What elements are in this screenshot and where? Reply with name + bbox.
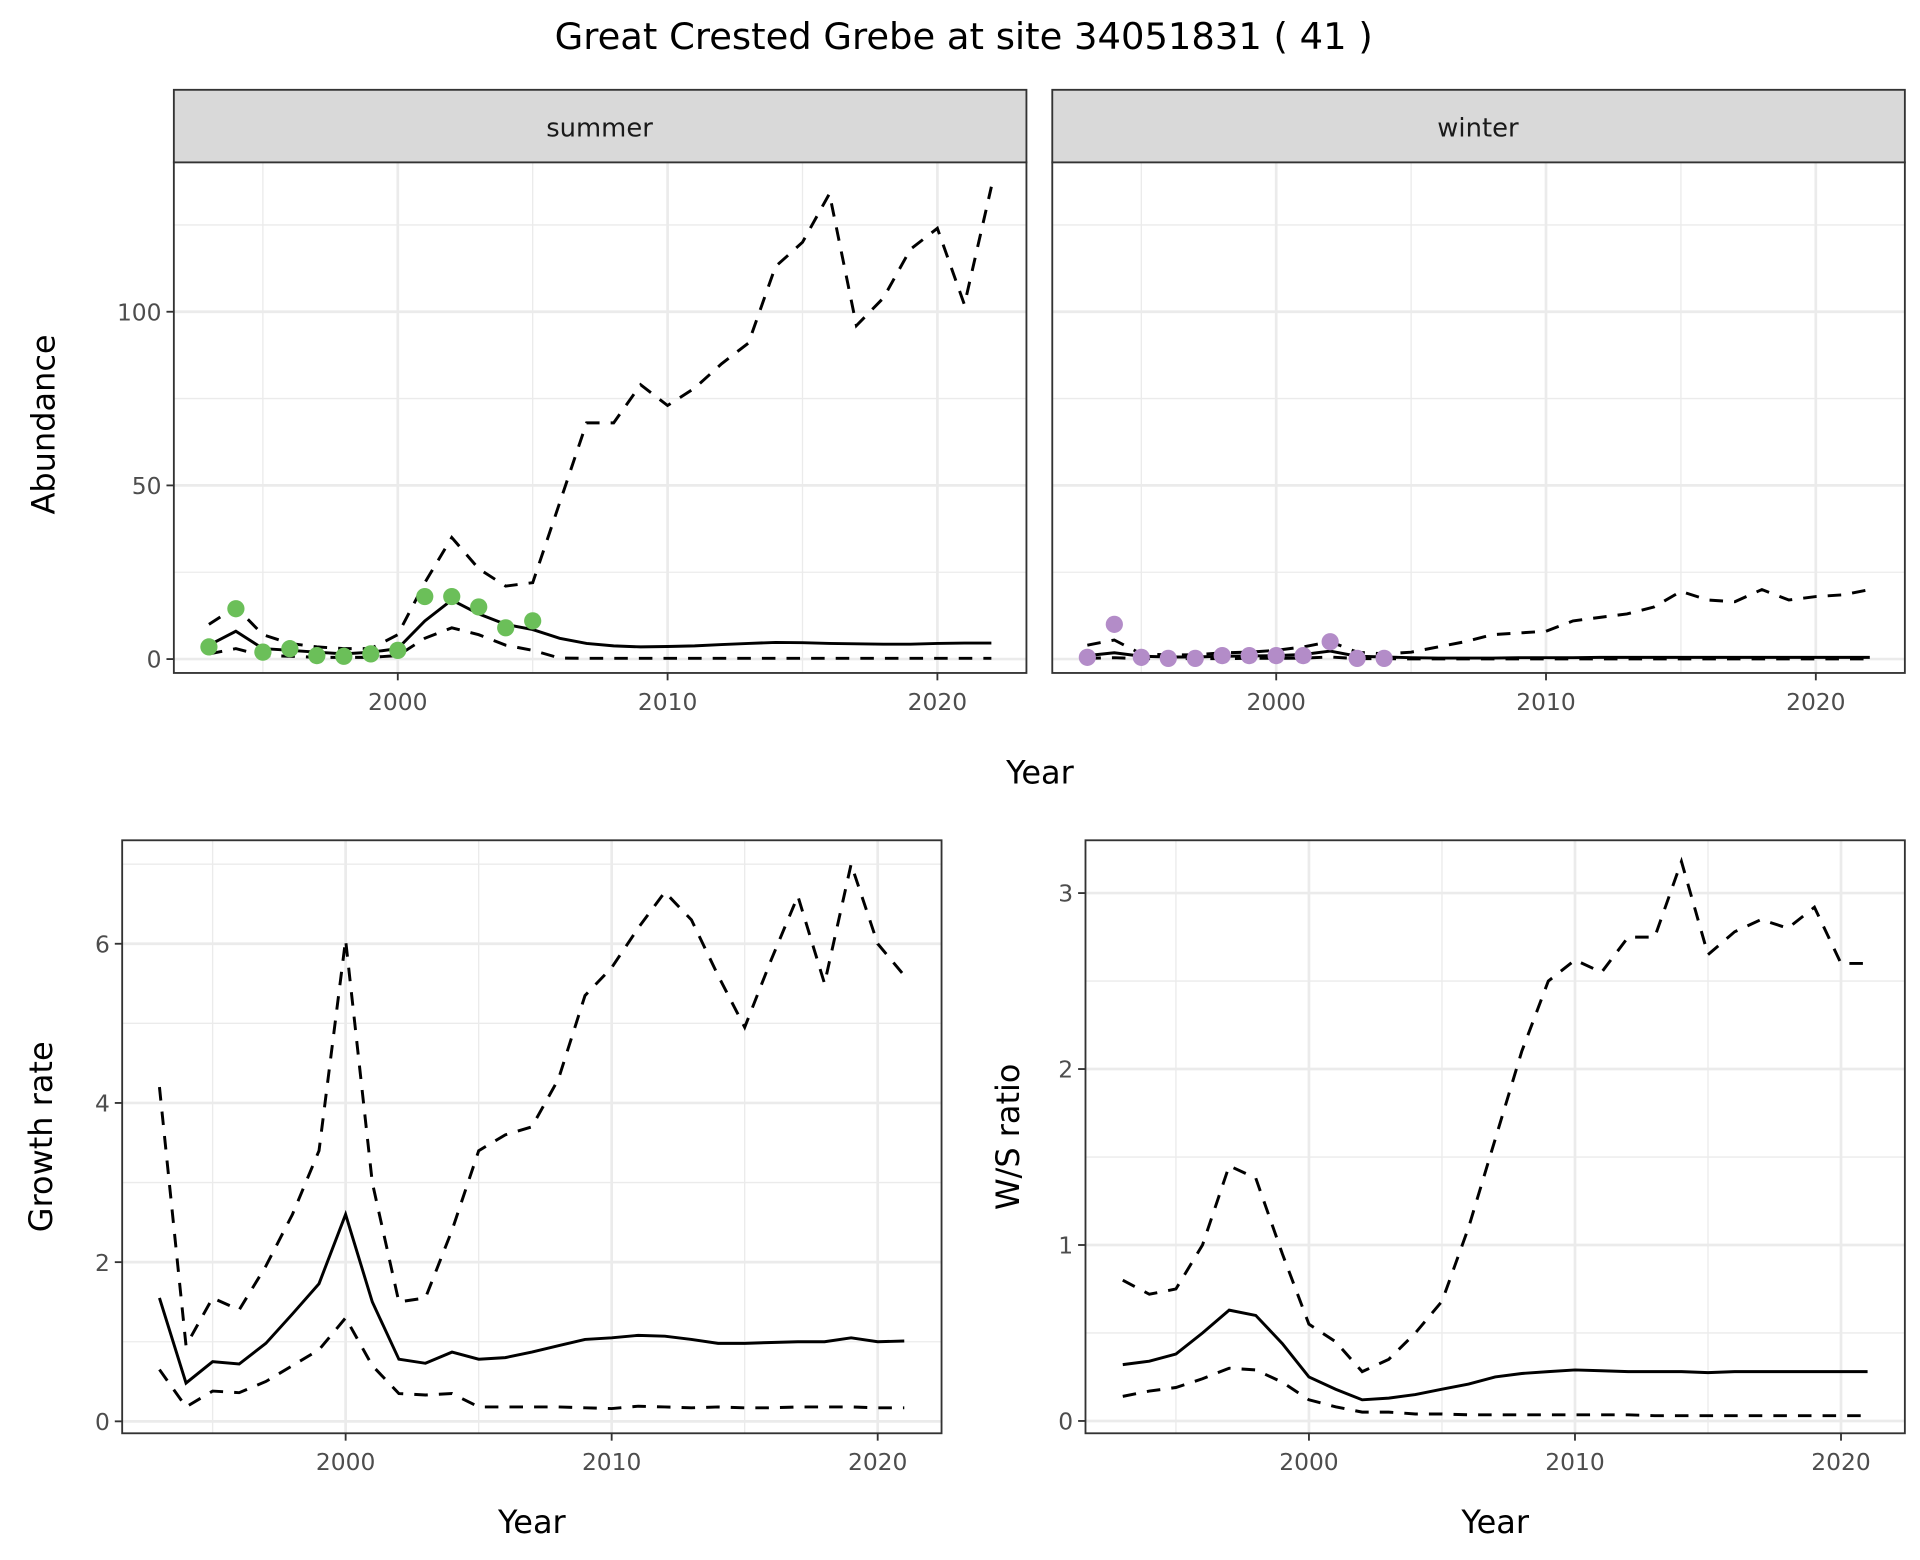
- x-tick-label: 2010: [582, 1448, 641, 1476]
- y-tick-label: 4: [95, 1090, 110, 1118]
- strip-summer: summer: [172, 88, 1028, 164]
- x-tick-label: 2000: [1279, 1448, 1338, 1476]
- series-line-estimate: [158, 1209, 905, 1386]
- x-tick-label: 2020: [1786, 688, 1845, 716]
- x-axis-label-ws: Year: [1460, 1503, 1530, 1541]
- series-line-lower: [158, 1315, 905, 1411]
- series-line-upper: [208, 186, 993, 651]
- y-tick-label: 2: [95, 1249, 110, 1277]
- plot-background: [1052, 162, 1905, 673]
- y-axis-label-abundance: Abundance: [25, 334, 63, 514]
- y-tick-label: 0: [147, 646, 162, 674]
- data-point: [1132, 648, 1150, 666]
- plot-background: [122, 840, 942, 1434]
- x-tick-label: 2010: [1516, 688, 1575, 716]
- series-line-lower: [1122, 1366, 1868, 1418]
- data-point: [1294, 646, 1312, 665]
- data-point: [362, 645, 380, 663]
- data-point: [254, 643, 272, 661]
- y-tick-label: 100: [117, 298, 162, 326]
- data-point: [227, 600, 245, 618]
- data-point: [1240, 646, 1258, 665]
- series-line-estimate: [1122, 1308, 1868, 1402]
- data-point: [308, 646, 326, 665]
- data-point: [443, 587, 461, 606]
- data-point: [281, 640, 299, 658]
- panel-border: [1051, 161, 1906, 674]
- x-tick-label: 2020: [908, 688, 967, 716]
- data-point: [389, 641, 407, 660]
- panel-border: [172, 161, 1028, 674]
- x-axis-label-top: Year: [1005, 754, 1075, 792]
- x-tick-label: 2000: [316, 1448, 375, 1476]
- panel-border: [121, 839, 943, 1435]
- panel-summer: 2000 2010 2020 0 50 100: [117, 161, 1028, 716]
- y-tick-label: 2: [1058, 1056, 1073, 1084]
- data-point: [335, 647, 353, 665]
- panel-ws-ratio: 2000 2010 2020 0 1 2 3: [1058, 839, 1906, 1476]
- x-axis-label-growth: Year: [497, 1503, 567, 1541]
- x-tick-label: 2000: [368, 688, 427, 716]
- data-point: [497, 619, 515, 637]
- data-point: [416, 587, 434, 606]
- data-point: [1078, 648, 1096, 666]
- plot-background: [1085, 840, 1905, 1434]
- y-tick-label: 1: [1058, 1232, 1073, 1260]
- x-tick-label: 2010: [638, 688, 697, 716]
- panel-winter: 2000 2010 2020: [1051, 161, 1906, 716]
- y-axis-label-ws: W/S ratio: [989, 1064, 1027, 1211]
- y-tick-label: 0: [1058, 1408, 1073, 1436]
- data-point: [1321, 633, 1339, 651]
- y-tick-label: 6: [95, 930, 110, 958]
- data-point: [1375, 649, 1393, 667]
- strip-winter: winter: [1051, 88, 1906, 164]
- data-point: [524, 612, 542, 630]
- strip-label-winter: winter: [1437, 114, 1519, 144]
- plot-background: [173, 162, 1027, 673]
- y-tick-label: 0: [95, 1408, 110, 1436]
- data-point: [1186, 649, 1204, 667]
- y-tick-label: 3: [1058, 880, 1073, 908]
- panel-growth-rate: 2000 2010 2020 0 2 4 6: [95, 839, 943, 1476]
- panel-border: [1084, 839, 1906, 1435]
- data-point: [1267, 646, 1285, 665]
- data-point: [200, 638, 218, 656]
- data-point: [1159, 649, 1177, 667]
- x-tick-label: 2000: [1246, 688, 1305, 716]
- x-tick-label: 2020: [848, 1448, 907, 1476]
- data-point: [1348, 649, 1366, 667]
- chart-title: Great Crested Grebe at site 34051831 ( 4…: [555, 15, 1373, 58]
- y-axis-label-growth: Growth rate: [22, 1041, 60, 1232]
- data-point: [1213, 646, 1231, 665]
- data-point: [470, 598, 488, 616]
- strip-label-summer: summer: [546, 114, 653, 144]
- series-line-upper: [157, 858, 906, 1351]
- x-tick-label: 2010: [1545, 1448, 1604, 1476]
- y-tick-label: 50: [132, 472, 162, 500]
- data-point: [1105, 615, 1123, 633]
- x-tick-label: 2020: [1811, 1448, 1870, 1476]
